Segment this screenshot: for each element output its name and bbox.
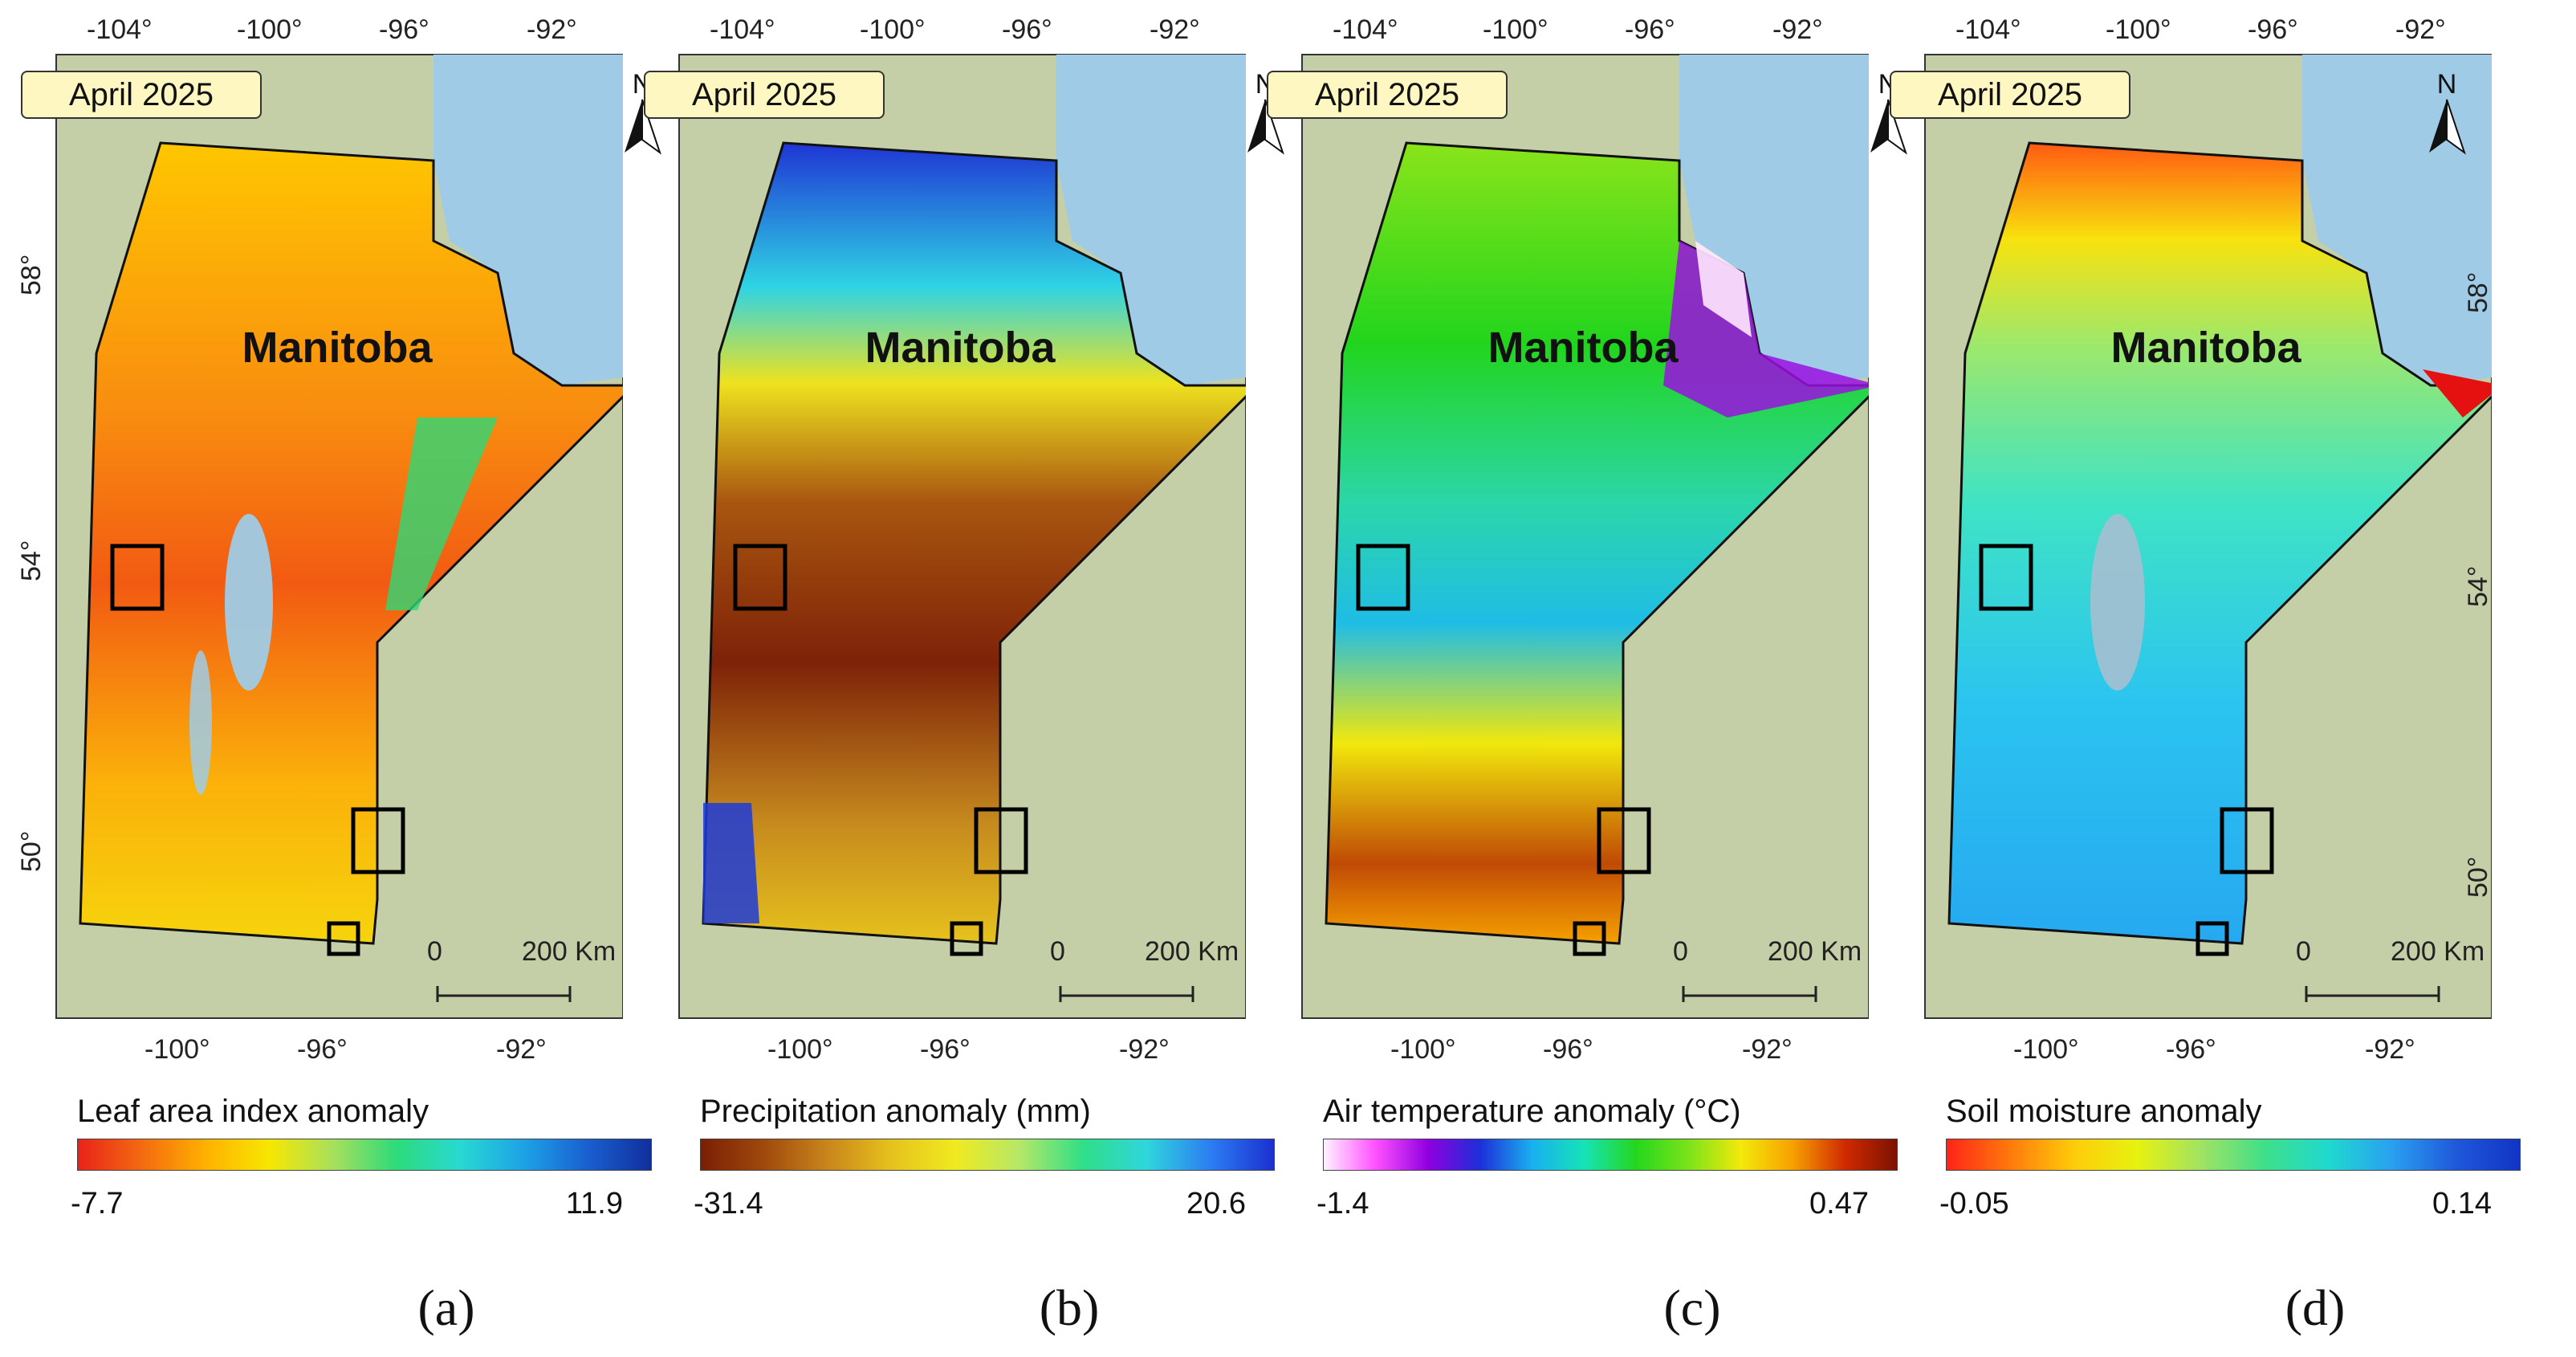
legend-title: Air temperature anomaly (°C) [1323, 1094, 1741, 1129]
svg-text:-96°: -96° [379, 14, 429, 45]
svg-text:-96°: -96° [1543, 1034, 1593, 1065]
legend-max: 11.9 [565, 1187, 623, 1220]
svg-text:0: 0 [2296, 936, 2311, 967]
svg-text:-92°: -92° [1742, 1034, 1793, 1065]
svg-text:-100°: -100° [767, 1034, 833, 1065]
svg-text:-92°: -92° [1772, 14, 1823, 45]
svg-text:-92°: -92° [2365, 1034, 2415, 1065]
panel-b: -104° -100° -96° -92° -100° -96° -92° 0 200 K… [623, 0, 1284, 1357]
svg-text:50°: 50° [16, 831, 47, 872]
north-arrow-icon: N [2415, 69, 2479, 157]
svg-text:-100°: -100° [2106, 14, 2171, 45]
province-label: Manitoba [865, 324, 1056, 372]
panel-a: -104° -100° -96° -92° -100° -96° -92° 58° 54°… [0, 0, 661, 1357]
study-box [327, 921, 360, 956]
scale-end: 200 Km [522, 936, 616, 967]
svg-text:200 Km: 200 Km [2391, 936, 2484, 967]
svg-text:58°: 58° [16, 255, 47, 295]
svg-text:-92°: -92° [2395, 14, 2446, 45]
svg-text:-96°: -96° [2248, 14, 2298, 45]
svg-text:0: 0 [1673, 936, 1688, 967]
date-badge: April 2025 [1267, 71, 1508, 119]
svg-text:-96°: -96° [1002, 14, 1052, 45]
legend-max: 0.47 [1809, 1187, 1869, 1220]
panel-c: -104° -100° -96° -92° -100° -96° -92° 0 200 K… [1246, 0, 1907, 1357]
legend-title: Leaf area index anomaly [77, 1094, 429, 1129]
panel-letter: (c) [1663, 1279, 1721, 1336]
svg-text:-96°: -96° [2166, 1034, 2216, 1065]
svg-text:-92°: -92° [1119, 1034, 1170, 1065]
svg-text:-100°: -100° [1390, 1034, 1456, 1065]
legend-colorbar [700, 1139, 1275, 1171]
legend-title: Precipitation anomaly (mm) [700, 1094, 1091, 1129]
svg-text:N: N [2437, 69, 2457, 100]
svg-text:-100°: -100° [237, 14, 303, 45]
svg-text:54°: 54° [2463, 566, 2492, 607]
legend-min: -0.05 [1939, 1187, 2009, 1220]
study-box [110, 544, 165, 611]
svg-text:58°: 58° [2463, 272, 2492, 313]
legend-colorbar [1946, 1139, 2521, 1171]
green-zone [385, 418, 498, 610]
date-badge: April 2025 [21, 71, 262, 119]
svg-text:-104°: -104° [1333, 14, 1398, 45]
svg-text:-104°: -104° [87, 14, 153, 45]
study-box [351, 807, 405, 874]
province-label: Manitoba [2110, 324, 2301, 372]
lake-winnipeg [225, 514, 273, 691]
legend-max: 20.6 [1186, 1187, 1246, 1220]
svg-text:-100°: -100° [860, 14, 926, 45]
manitoba-polygon [79, 141, 623, 945]
panel-letter: (a) [417, 1279, 475, 1336]
svg-text:-96°: -96° [297, 1034, 348, 1065]
legend-colorbar [77, 1139, 652, 1171]
map-frame: -104° -100° -96° -92° -100° -96° -92° 58° 54°… [16, 14, 623, 1065]
svg-text:200 Km: 200 Km [1145, 936, 1239, 967]
map-frame: -104° -100° -96° -92° -100° -96° -92° 0 200 K… [1301, 14, 1869, 1065]
legend-title: Soil moisture anomaly [1946, 1094, 2262, 1129]
legend-colorbar [1323, 1139, 1898, 1171]
svg-text:-104°: -104° [710, 14, 775, 45]
legend-min: -31.4 [694, 1187, 763, 1220]
svg-text:-92°: -92° [1150, 14, 1200, 45]
svg-text:50°: 50° [2463, 857, 2492, 898]
svg-text:200 Km: 200 Km [1768, 936, 1862, 967]
lake-manitoba [189, 650, 212, 795]
panel-letter: (b) [1039, 1279, 1100, 1336]
map-frame: -104° -100° -96° -92° -100° -96° -92° 0 200 K… [678, 14, 1246, 1065]
svg-text:-96°: -96° [920, 1034, 971, 1065]
svg-text:0: 0 [1050, 936, 1065, 967]
svg-text:-92°: -92° [496, 1034, 547, 1065]
province-label: Manitoba [242, 324, 433, 372]
panel-letter: (d) [2285, 1279, 2346, 1336]
legend-min: -1.4 [1316, 1187, 1369, 1220]
svg-text:-104°: -104° [1955, 14, 2021, 45]
svg-text:-100°: -100° [1483, 14, 1548, 45]
svg-text:-100°: -100° [2013, 1034, 2079, 1065]
date-badge: April 2025 [1890, 71, 2130, 119]
svg-text:-100°: -100° [144, 1034, 210, 1065]
map-frame: -104° -100° -96° -92° -100° -96° -92° 58° 54°… [1924, 14, 2492, 1065]
hudson-bay [433, 55, 623, 385]
date-badge: April 2025 [644, 71, 885, 119]
province-label: Manitoba [1487, 324, 1679, 372]
panel-d: -104° -100° -96° -92° -100° -96° -92° 58° 54°… [1869, 0, 2521, 1357]
scale-zero: 0 [427, 936, 442, 967]
svg-text:-92°: -92° [527, 14, 577, 45]
svg-text:-96°: -96° [1625, 14, 1675, 45]
legend-min: -7.7 [71, 1187, 124, 1220]
manitoba-polygon [1947, 141, 2492, 945]
legend-max: 0.14 [2432, 1187, 2492, 1220]
svg-text:54°: 54° [16, 540, 47, 581]
